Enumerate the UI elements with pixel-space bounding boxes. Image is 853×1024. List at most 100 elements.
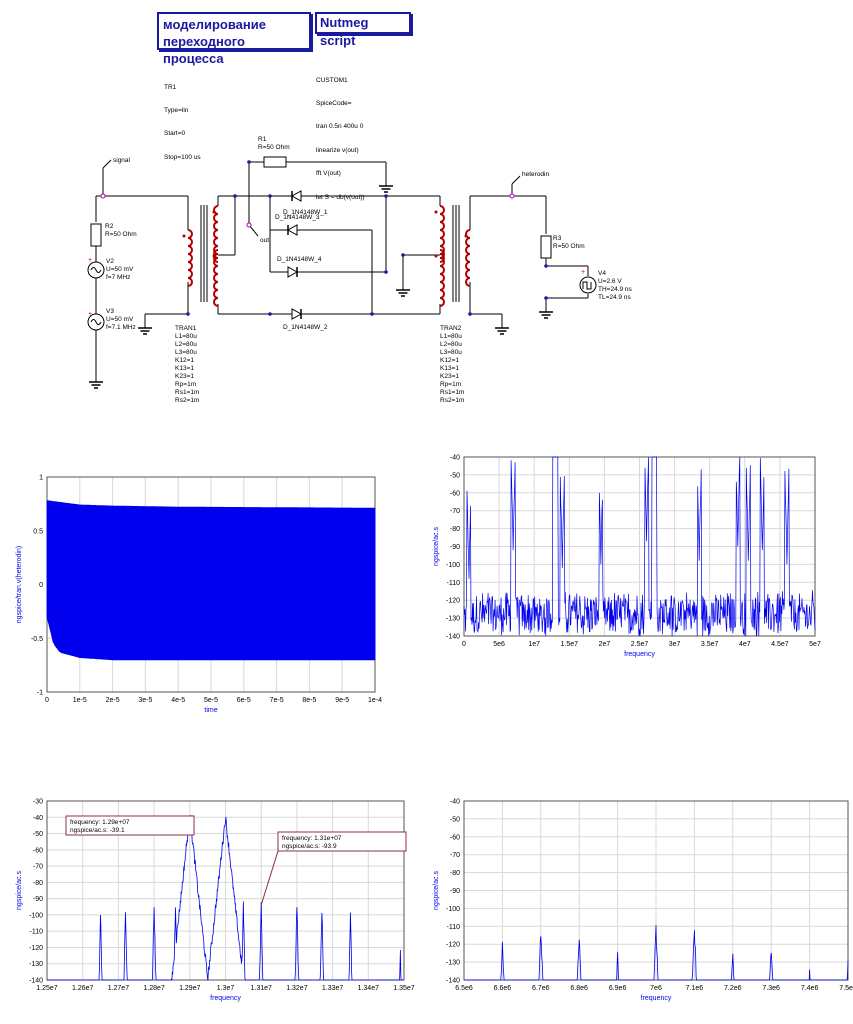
x-tick-label: 1e-5 — [73, 697, 87, 704]
y-tick-label: -140 — [29, 978, 43, 985]
v4-name: V4 — [598, 270, 606, 277]
x-tick-label: 5e-5 — [204, 697, 218, 704]
tran1-line: L1=80u — [175, 333, 197, 340]
tran2-line: Rp=1m — [440, 381, 461, 388]
x-tick-label: 7e6 — [650, 985, 662, 992]
y-tick-label: -130 — [446, 616, 460, 623]
circuit-schematic: +++ R1 R=50 Ohm signal heterodin out R2 … — [87, 136, 633, 404]
x-tick-label: 6e-5 — [237, 697, 251, 704]
x-tick-label: 7.5e6 — [839, 985, 853, 992]
v3-frequency: f=7.1 MHz — [106, 324, 136, 331]
y-tick-label: -50 — [33, 831, 43, 838]
x-tick-label: 1e-4 — [368, 697, 382, 704]
x-tick-label: 1.27e7 — [108, 985, 130, 992]
spectrum-trace — [47, 816, 404, 981]
y-tick-label: -1 — [37, 690, 43, 697]
y-tick-label: -100 — [446, 562, 460, 569]
diode-2-label: D_1N4148W_2 — [283, 324, 328, 331]
spectrum-zoom-13mhz-diagram[interactable]: 1.25e7 1.26e7 1.27e7 1.28e7 1.29e7 1.3e7 1.31e… — [0, 790, 420, 1010]
r3-name: R3 — [553, 235, 562, 242]
y-tick-label: -110 — [30, 929, 44, 936]
x-tick-label: 2.5e7 — [631, 641, 649, 648]
y-tick-label: -90 — [450, 544, 460, 551]
tran2-line: L2=80u — [440, 341, 462, 348]
x-tick-label: 6.9e6 — [609, 985, 627, 992]
annotation-line-2: ngspice/ac.s: -93.9 — [282, 843, 337, 850]
x-tick-label: 2e7 — [599, 641, 611, 648]
y-tick-label: -120 — [29, 945, 43, 952]
x-tick-label: 9e-5 — [335, 697, 349, 704]
y-axis-label: ngspice/tran.v(heterodin) — [16, 546, 23, 623]
nutmeg-script-box[interactable]: Nutmeg script — [315, 12, 411, 48]
y-tick-label: -40 — [33, 815, 43, 822]
title-line-1: моделирование — [163, 17, 266, 32]
x-tick-label: 7.1e6 — [686, 985, 704, 992]
heterodin-node-label: heterodin — [522, 171, 549, 178]
y-tick-label: -50 — [450, 816, 460, 823]
tran1-parameters: TRAN1 L1=80u L2=80u L3=80u K12=1 K13=1 K… — [175, 325, 199, 404]
y-tick-label: -140 — [446, 978, 460, 985]
tr1-parameters[interactable]: TR1 Type=lin Start=0 Stop=100 us — [164, 68, 201, 169]
y-tick-label: -70 — [450, 852, 460, 859]
spectrum-diagram[interactable]: 0 5e6 1e7 1.5e7 2e7 2.5e7 3e7 3.5e7 4e7 4.5e7 5e7 -… — [420, 447, 853, 665]
y-tick-label: 0 — [39, 582, 43, 589]
x-tick-label: 6.5e6 — [455, 985, 473, 992]
x-axis-label: frequency — [210, 995, 241, 1002]
tran1-line: Rp=1m — [175, 381, 196, 388]
x-tick-label: 1.25e7 — [36, 985, 58, 992]
custom1-line: CUSTOM1 — [316, 76, 348, 84]
y-tick-label: -100 — [29, 912, 43, 919]
y-tick-label: -120 — [446, 598, 460, 605]
x-tick-label: 6.6e6 — [494, 985, 512, 992]
x-tick-label: 1.5e7 — [561, 641, 579, 648]
x-tick-label: 0 — [45, 697, 49, 704]
x-tick-label: 7.3e6 — [762, 985, 780, 992]
tran2-line: Rs2=1m — [440, 397, 464, 404]
x-tick-label: 2e-5 — [106, 697, 120, 704]
y-axis-label: ngspice/ac.s — [16, 871, 23, 910]
tran2-parameters: TRAN2 L1=80u L2=80u L3=80u K12=1 K13=1 K… — [440, 325, 464, 404]
x-tick-label: 1.31e7 — [250, 985, 272, 992]
v4-th: TH=24.9 ns — [598, 286, 633, 293]
x-tick-label: 1.3e7 — [217, 985, 235, 992]
x-tick-label: 1.29e7 — [179, 985, 201, 992]
custom1-line: tran 0.5n 400u 0 — [316, 123, 364, 131]
x-tick-label: 5e6 — [493, 641, 505, 648]
tran2-line: L1=80u — [440, 333, 462, 340]
tran1-line: K12=1 — [175, 357, 194, 364]
schematic-title-box[interactable]: моделирование переходного процесса — [157, 12, 311, 66]
custom1-parameters[interactable]: CUSTOM1 SpiceCode= tran 0.5n 400u 0 line… — [316, 61, 365, 209]
spectrum-zoom-7mhz-diagram[interactable]: 6.5e6 6.6e6 6.7e6 6.8e6 6.9e6 7e6 7.1e6 7.2e6 7.… — [420, 790, 853, 1010]
x-axis-label: frequency — [624, 651, 655, 658]
plot-border — [46, 800, 405, 981]
x-tick-label: 6.7e6 — [532, 985, 550, 992]
tr1-line: TR1 — [164, 83, 177, 91]
x-tick-label: 1.34e7 — [358, 985, 380, 992]
tran2-line: K12=1 — [440, 357, 459, 364]
x-tick-label: 6.8e6 — [570, 985, 588, 992]
v4-tl: TL=24.9 ns — [598, 294, 631, 301]
y-tick-label: 1 — [39, 475, 43, 482]
annotation-box — [65, 815, 195, 836]
v2-frequency: f=7 MHz — [106, 274, 130, 281]
tran1-line: Rs1=1m — [175, 389, 199, 396]
x-tick-label: 0 — [462, 641, 466, 648]
tran1-line: TRAN1 — [175, 325, 197, 332]
tran2-line: K23=1 — [440, 373, 459, 380]
transient-diagram[interactable]: 0 1e-5 2e-5 3e-5 4e-5 5e-5 6e-5 7e-5 8e-5 9e-5 1e-… — [0, 460, 400, 725]
y-tick-label: -30 — [33, 799, 43, 806]
annotation-line-1: frequency: 1.31e+07 — [282, 835, 342, 842]
x-tick-label: 4e-5 — [171, 697, 185, 704]
tran1-line: K13=1 — [175, 365, 194, 372]
y-tick-label: 0.5 — [33, 528, 43, 535]
tran1-line: L2=80u — [175, 341, 197, 348]
x-tick-label: 3.5e7 — [701, 641, 719, 648]
r1-name: R1 — [258, 136, 267, 143]
annotation-line-1: frequency: 1.29e+07 — [70, 819, 130, 826]
x-tick-label: 3e-5 — [138, 697, 152, 704]
spectrum-trace — [463, 456, 816, 637]
x-tick-label: 7e-5 — [270, 697, 284, 704]
x-tick-label: 1.26e7 — [72, 985, 94, 992]
